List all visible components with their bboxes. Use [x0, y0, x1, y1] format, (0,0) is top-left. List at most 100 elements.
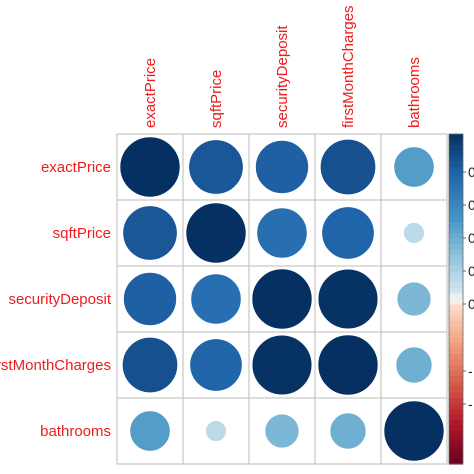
colorbar-segment: [449, 403, 463, 410]
colorbar-segment: [449, 194, 463, 201]
correlation-circles: [119, 136, 445, 462]
colorbar-segment: [449, 172, 463, 179]
colorbar-segment: [449, 205, 463, 212]
colorbar-segment: [449, 233, 463, 240]
colorbar-tick-label: 0: [468, 296, 474, 312]
colorbar-segment: [449, 216, 463, 223]
corr-circle-securityDeposit-sqftPrice: [190, 273, 242, 325]
colorbar-segment: [449, 145, 463, 152]
colorbar-segment: [449, 453, 463, 460]
corr-circle-firstMonthCharges-firstMonthCharges: [317, 334, 379, 396]
column-labels: exactPrice sqftPrice securityDeposit firstM…: [142, 5, 423, 128]
row-label-sqftPrice: sqftPrice: [53, 225, 111, 242]
corr-circle-exactPrice-securityDeposit: [255, 140, 309, 194]
column-label-firstMonthCharges: firstMonthCharges: [340, 5, 357, 128]
colorbar-tick-label: 0: [468, 230, 474, 246]
colorbar-segment: [449, 326, 463, 333]
corr-circle-bathrooms-exactPrice: [129, 410, 171, 452]
column-label-bathrooms: bathrooms: [406, 57, 423, 128]
colorbar-segment: [449, 178, 463, 185]
corr-circle-securityDeposit-securityDeposit: [251, 268, 313, 330]
colorbar-segment: [449, 387, 463, 394]
colorbar-segment: [449, 431, 463, 438]
corr-circle-firstMonthCharges-sqftPrice: [189, 338, 243, 392]
colorbar-segment: [449, 370, 463, 377]
colorbar-segment: [449, 304, 463, 311]
colorbar-segment: [449, 244, 463, 251]
corr-circle-bathrooms-sqftPrice: [205, 420, 227, 442]
colorbar-tick-label: 0: [468, 263, 474, 279]
colorbar-segment: [449, 150, 463, 157]
colorbar-segment: [449, 409, 463, 416]
colorbar-segment: [449, 227, 463, 234]
colorbar-segment: [449, 282, 463, 289]
corr-circle-bathrooms-firstMonthCharges: [329, 412, 367, 450]
colorbar-segment: [449, 161, 463, 168]
colorbar-segment: [449, 238, 463, 245]
colorbar-segment: [449, 332, 463, 339]
colorbar-segment: [449, 392, 463, 399]
corr-circle-firstMonthCharges-bathrooms: [395, 346, 433, 384]
row-label-bathrooms: bathrooms: [40, 423, 111, 440]
colorbar-segment: [449, 222, 463, 229]
corr-circle-sqftPrice-bathrooms: [403, 222, 425, 244]
row-label-securityDeposit: securityDeposit: [8, 291, 111, 308]
colorbar-segment: [449, 271, 463, 278]
colorbar-segment: [449, 167, 463, 174]
colorbar-segment: [449, 260, 463, 267]
colorbar-segment: [449, 414, 463, 421]
corr-circle-sqftPrice-exactPrice: [122, 205, 178, 261]
colorbar-tick-label: 0: [468, 164, 474, 180]
corr-circle-securityDeposit-bathrooms: [396, 281, 432, 317]
colorbar-segment: [449, 442, 463, 449]
grid-cell: [182, 397, 250, 465]
colorbar-segment: [449, 249, 463, 256]
colorbar: 0 0 0 0 0 - -: [448, 133, 474, 465]
colorbar-segment: [449, 299, 463, 306]
colorbar-segment: [449, 211, 463, 218]
colorbar-segment: [449, 321, 463, 328]
corr-circle-bathrooms-bathrooms: [383, 400, 445, 462]
colorbar-segment: [449, 398, 463, 405]
colorbar-tick-label: -: [468, 363, 473, 379]
colorbar-segment: [449, 277, 463, 284]
colorbar-segment: [449, 315, 463, 322]
colorbar-segment: [449, 139, 463, 146]
colorbar-tick-label: 0: [468, 197, 474, 213]
colorbar-segment: [449, 189, 463, 196]
colorbar-segment: [449, 354, 463, 361]
colorbar-segment: [449, 436, 463, 443]
colorbar-segment: [449, 266, 463, 273]
row-label-exactPrice: exactPrice: [41, 159, 111, 176]
row-labels: exactPrice sqftPrice securityDeposit firstM…: [0, 159, 112, 440]
corr-circle-bathrooms-securityDeposit: [264, 413, 300, 449]
grid-cell: [380, 265, 448, 333]
column-label-securityDeposit: securityDeposit: [274, 25, 291, 128]
colorbar-segment: [449, 134, 463, 141]
corr-circle-exactPrice-firstMonthCharges: [320, 139, 376, 195]
corr-circle-exactPrice-exactPrice: [119, 136, 181, 198]
colorbar-segment: [449, 447, 463, 454]
column-label-exactPrice: exactPrice: [142, 58, 159, 128]
colorbar-segment: [449, 381, 463, 388]
colorbar-segment: [449, 183, 463, 190]
colorbar-segment: [449, 156, 463, 163]
colorbar-border: [448, 133, 464, 465]
colorbar-segment: [449, 420, 463, 427]
corr-circle-firstMonthCharges-securityDeposit: [251, 334, 313, 396]
corr-circle-firstMonthCharges-exactPrice: [122, 337, 178, 393]
colorbar-segment: [449, 293, 463, 300]
colorbar-segment: [449, 359, 463, 366]
colorbar-tick-label: -: [468, 396, 473, 412]
row-label-firstMonthCharges: firstMonthCharges: [0, 357, 111, 374]
colorbar-segment: [449, 425, 463, 432]
corr-circle-securityDeposit-firstMonthCharges: [317, 268, 379, 330]
corr-circle-sqftPrice-sqftPrice: [185, 202, 247, 264]
colorbar-segment: [449, 343, 463, 350]
colorbar-segment: [449, 337, 463, 344]
colorbar-segment: [449, 310, 463, 317]
colorbar-segment: [449, 458, 463, 465]
colorbar-segment: [449, 200, 463, 207]
corr-circle-exactPrice-bathrooms: [393, 146, 435, 188]
